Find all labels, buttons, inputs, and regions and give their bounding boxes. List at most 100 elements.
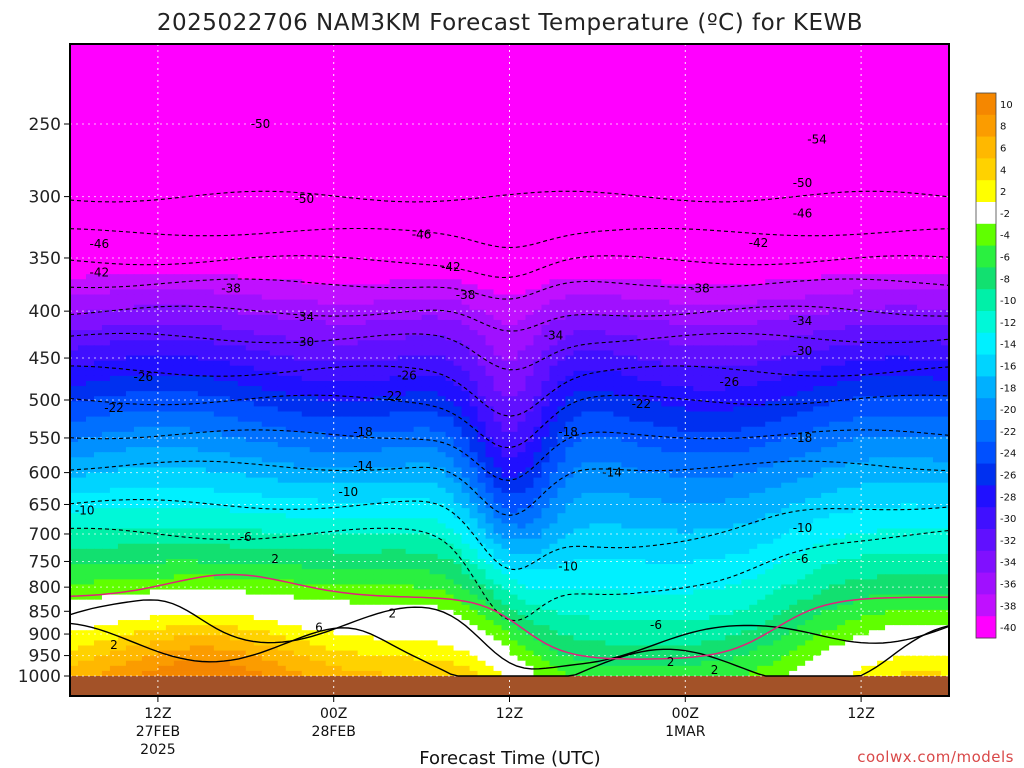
temperature-cell — [629, 233, 638, 240]
temperature-cell — [397, 80, 407, 87]
temperature-cell — [205, 146, 215, 153]
temperature-cell — [533, 213, 543, 219]
temperature-cell — [589, 218, 598, 224]
temperature-cell — [261, 167, 271, 174]
temperature-cell — [453, 197, 463, 204]
temperature-cell — [125, 192, 135, 199]
temperature-cell — [245, 223, 255, 229]
temperature-cell — [237, 223, 247, 229]
temperature-cell — [309, 141, 319, 148]
temperature-cell — [597, 182, 606, 189]
temperature-cell — [213, 202, 223, 209]
temperature-cell — [381, 223, 391, 229]
temperature-cell — [581, 167, 591, 174]
temperature-cell — [117, 50, 127, 57]
temperature-cell — [653, 60, 662, 67]
temperature-cell — [861, 45, 870, 51]
temperature-cell — [933, 146, 942, 153]
temperature-cell — [125, 157, 135, 163]
temperature-cell — [365, 50, 375, 57]
temperature-cell — [357, 238, 367, 245]
temperature-cell — [70, 70, 79, 77]
temperature-cell — [933, 126, 942, 133]
temperature-cell — [421, 228, 431, 235]
temperature-cell — [797, 213, 806, 219]
temperature-cell — [557, 162, 567, 168]
temperature-cell — [253, 167, 263, 174]
temperature-cell — [821, 187, 830, 194]
temperature-cell — [597, 121, 606, 128]
temperature-cell — [709, 131, 718, 138]
temperature-cell — [405, 167, 415, 174]
temperature-cell — [613, 238, 622, 245]
temperature-cell — [101, 50, 111, 57]
temperature-cell — [661, 136, 670, 143]
temperature-cell — [445, 45, 455, 51]
temperature-cell — [909, 131, 918, 138]
temperature-cell — [725, 101, 734, 107]
temperature-cell — [285, 55, 295, 62]
temperature-cell — [445, 228, 455, 235]
temperature-cell — [725, 238, 734, 245]
temperature-cell — [557, 126, 567, 133]
temperature-cell — [861, 202, 870, 209]
temperature-cell — [493, 106, 503, 112]
temperature-cell — [277, 213, 287, 219]
temperature-cell — [333, 208, 343, 214]
temperature-cell — [589, 238, 598, 245]
temperature-cell — [101, 172, 111, 179]
temperature-cell — [677, 96, 686, 102]
temperature-cell — [317, 197, 327, 204]
temperature-cell — [93, 65, 103, 72]
temperature-cell — [117, 96, 127, 102]
temperature-cell — [181, 187, 191, 194]
temperature-cell — [493, 85, 503, 92]
temperature-cell — [733, 131, 742, 138]
temperature-cell — [797, 208, 806, 214]
temperature-cell — [341, 182, 351, 189]
temperature-cell — [461, 167, 471, 174]
temperature-cell — [189, 45, 199, 51]
temperature-cell — [597, 187, 606, 194]
temperature-cell — [909, 15, 918, 21]
temperature-cell — [293, 213, 303, 219]
temperature-cell — [501, 45, 511, 51]
temperature-cell — [277, 146, 287, 153]
temperature-cell — [509, 233, 519, 240]
temperature-cell — [77, 101, 87, 107]
temperature-cell — [589, 228, 598, 235]
temperature-cell — [421, 45, 431, 51]
temperature-cell — [205, 126, 215, 133]
temperature-cell — [821, 70, 830, 77]
temperature-cell — [565, 55, 575, 62]
temperature-cell — [126, 30, 135, 36]
temperature-cell — [845, 172, 854, 179]
temperature-cell — [469, 182, 479, 189]
temperature-cell — [901, 152, 910, 158]
temperature-cell — [397, 162, 407, 168]
temperature-cell — [229, 60, 239, 67]
temperature-cell — [525, 75, 535, 82]
temperature-cell — [885, 141, 894, 148]
temperature-cell — [725, 55, 734, 62]
temperature-cell — [917, 131, 926, 138]
temperature-cell — [133, 208, 143, 214]
temperature-cell — [869, 85, 878, 92]
temperature-cell — [173, 60, 183, 67]
temperature-cell — [917, 223, 926, 229]
temperature-cell — [557, 70, 567, 77]
temperature-cell — [701, 192, 710, 199]
temperature-cell — [205, 213, 215, 219]
temperature-cell — [469, 116, 479, 123]
temperature-cell — [253, 50, 263, 57]
temperature-cell — [509, 121, 519, 128]
temperature-cell — [126, 25, 135, 31]
temperature-cell — [477, 146, 487, 153]
temperature-cell — [341, 121, 351, 128]
temperature-cell — [893, 70, 902, 77]
temperature-cell — [829, 80, 838, 87]
temperature-cell — [253, 55, 263, 62]
temperature-cell — [70, 146, 79, 153]
temperature-cell — [173, 218, 183, 224]
temperature-cell — [621, 45, 630, 51]
